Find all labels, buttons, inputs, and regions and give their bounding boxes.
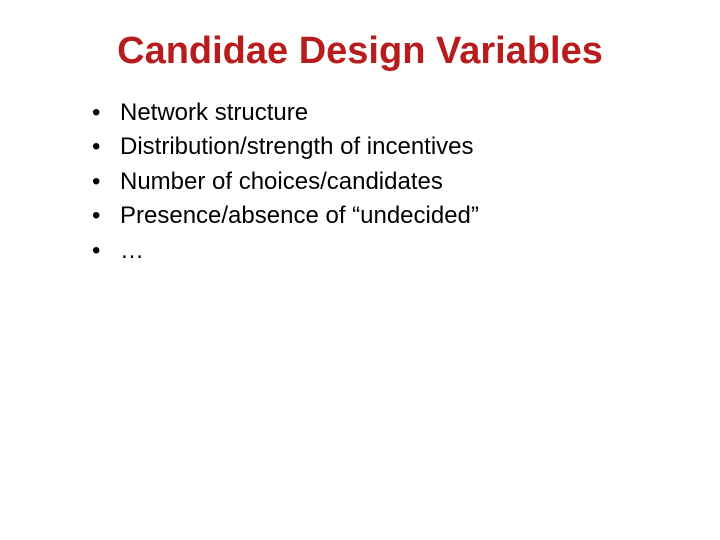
bullet-text: Distribution/strength of incentives xyxy=(120,131,660,163)
bullet-text: Network structure xyxy=(120,97,660,129)
bullet-icon: • xyxy=(92,131,120,163)
bullet-text: Presence/absence of “undecided” xyxy=(120,200,660,232)
bullet-icon: • xyxy=(92,235,120,267)
bullet-list: • Network structure • Distribution/stren… xyxy=(60,97,660,267)
bullet-icon: • xyxy=(92,200,120,232)
bullet-text: … xyxy=(120,235,660,267)
bullet-icon: • xyxy=(92,97,120,129)
list-item: • Network structure xyxy=(92,97,660,129)
slide: Candidae Design Variables • Network stru… xyxy=(0,0,720,540)
list-item: • Number of choices/candidates xyxy=(92,166,660,198)
bullet-icon: • xyxy=(92,166,120,198)
slide-title: Candidae Design Variables xyxy=(60,30,660,73)
bullet-text: Number of choices/candidates xyxy=(120,166,660,198)
list-item: • Distribution/strength of incentives xyxy=(92,131,660,163)
list-item: • Presence/absence of “undecided” xyxy=(92,200,660,232)
list-item: • … xyxy=(92,235,660,267)
